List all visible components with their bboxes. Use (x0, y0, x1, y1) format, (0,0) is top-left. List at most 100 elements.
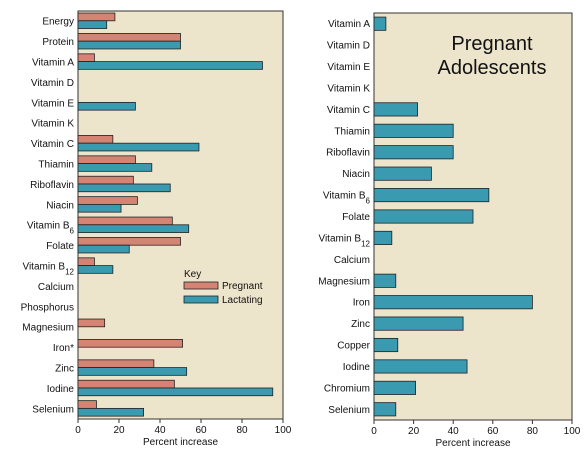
category-label: Vitamin E (31, 98, 74, 109)
category-label: Phosphorus (21, 302, 74, 313)
bar (77, 387, 274, 397)
legend-swatch (183, 295, 219, 304)
bar (77, 20, 108, 29)
bar (77, 379, 175, 389)
category-label: Vitamin B12 (318, 233, 370, 248)
category-label: Folate (46, 241, 74, 252)
legend-title: Key (184, 269, 201, 280)
x-tick-label: 0 (75, 425, 81, 436)
category-label: Vitamin B6 (323, 191, 371, 206)
bar (373, 123, 454, 138)
category-label: Folate (342, 212, 370, 223)
category-label: Niacin (46, 200, 74, 211)
legend-label: Pregnant (222, 281, 263, 292)
bar (77, 367, 188, 376)
x-tick-label: 40 (154, 425, 166, 436)
category-label: Selenium (328, 405, 370, 416)
category-label: Vitamin B12 (22, 262, 74, 277)
bar (373, 166, 432, 181)
bar (373, 380, 416, 395)
legend-swatch (183, 281, 219, 290)
bar (77, 142, 200, 152)
bar (77, 135, 114, 144)
category-label: Vitamin K (31, 119, 74, 130)
x-tick-label: 80 (236, 425, 248, 436)
bar (77, 265, 114, 274)
bar (77, 216, 173, 226)
x-axis-title: Percent increase (435, 438, 510, 449)
category-label: Vitamin B6 (27, 221, 75, 236)
category-label: Niacin (342, 169, 370, 180)
category-label: Riboflavin (326, 148, 370, 159)
bar (77, 318, 106, 328)
bar (77, 196, 138, 205)
bar (373, 230, 393, 245)
chart-right: Vitamin A Vitamin D Vitamin E Vitamin K Vita… (318, 12, 581, 449)
category-label: Zinc (55, 364, 74, 375)
category-label: Calcium (38, 282, 74, 293)
category-label: Iodine (343, 362, 371, 373)
chart-left: Energy Protein Vitamin A Vitamin D Vitamin E… (21, 10, 292, 448)
chart-title: Adolescents (438, 57, 547, 79)
category-label: Vitamin C (327, 105, 370, 116)
x-tick-label: 20 (113, 425, 125, 436)
bar (77, 183, 171, 193)
bar (373, 209, 474, 224)
chart-title: Pregnant (451, 33, 533, 55)
bar (373, 16, 387, 31)
bar (77, 237, 181, 246)
category-label: Selenium (32, 404, 74, 415)
bar (77, 33, 181, 42)
category-label: Magnesium (22, 323, 74, 334)
category-label: Copper (337, 341, 370, 352)
category-label: Riboflavin (30, 180, 74, 191)
bar (77, 101, 136, 111)
category-label: Iron (353, 298, 370, 309)
category-label: Vitamin D (31, 78, 74, 89)
bar (373, 359, 468, 374)
bar (77, 407, 144, 417)
x-axis-title: Percent increase (143, 437, 218, 448)
bar (77, 203, 122, 213)
category-label: Vitamin E (327, 62, 370, 73)
bar (77, 400, 97, 409)
bar (373, 145, 454, 160)
x-tick-label: 100 (275, 425, 292, 436)
bar (77, 244, 130, 254)
plot-area (77, 10, 284, 420)
category-label: Vitamin A (32, 58, 74, 69)
category-label: Vitamin K (327, 83, 370, 94)
bar (373, 316, 464, 331)
x-tick-label: 60 (487, 426, 499, 437)
bar (77, 61, 263, 70)
category-label: Protein (42, 37, 74, 48)
x-tick-label: 80 (527, 426, 539, 437)
bar (77, 12, 116, 22)
category-label: Chromium (324, 383, 370, 394)
bar (373, 273, 397, 288)
bar (77, 339, 183, 348)
bar (373, 402, 397, 417)
bar (77, 155, 136, 164)
category-label: Thiamin (38, 160, 74, 171)
bar (373, 102, 418, 117)
category-label: Energy (42, 17, 74, 28)
category-label: Thiamin (334, 126, 370, 137)
bar (373, 337, 399, 353)
bar (373, 295, 533, 310)
bar (373, 188, 490, 203)
bar (77, 359, 155, 368)
category-label: Magnesium (318, 276, 370, 287)
bar (77, 163, 153, 172)
category-label: Calcium (334, 255, 370, 266)
category-label: Zinc (351, 319, 370, 330)
bar (77, 224, 190, 233)
category-label: Vitamin A (328, 19, 370, 30)
category-label: Vitamin D (327, 41, 370, 52)
bar (77, 175, 134, 185)
legend-label: Lactating (222, 295, 263, 306)
category-label: Vitamin C (31, 139, 74, 150)
legend: Key Pregnant Lactating (183, 269, 263, 306)
category-label: Iron* (53, 343, 74, 354)
